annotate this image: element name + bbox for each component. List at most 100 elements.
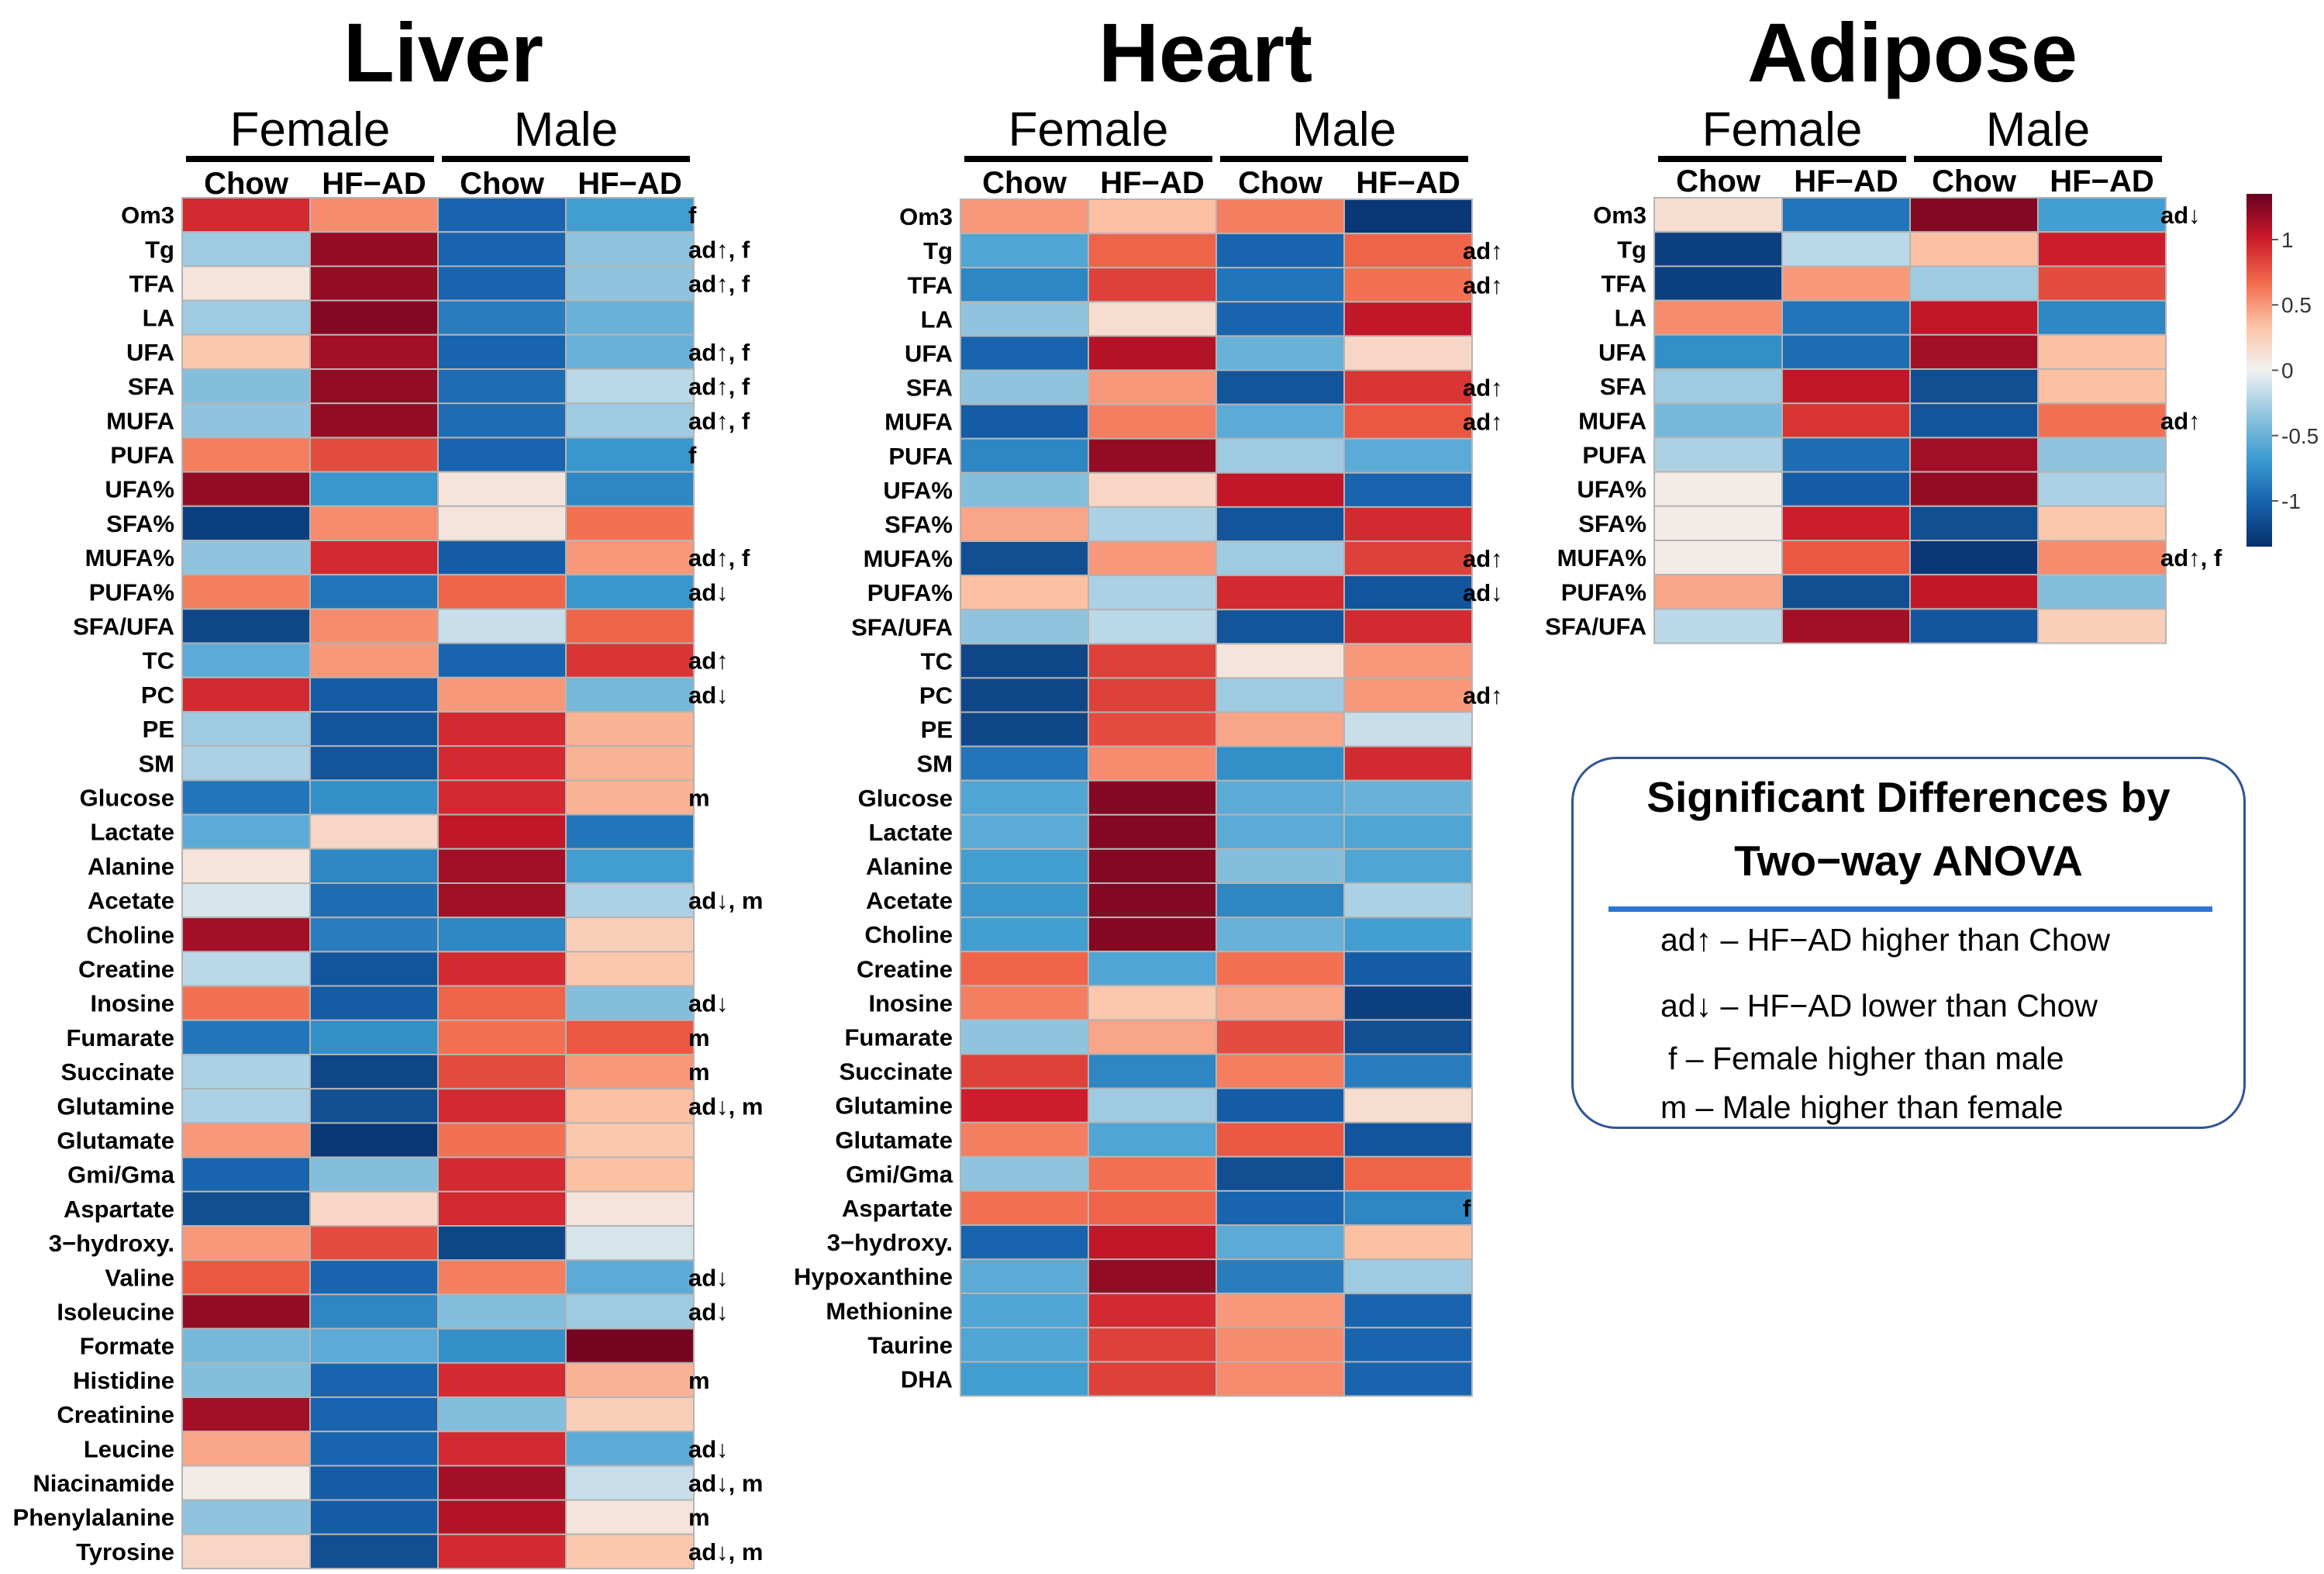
row-label: LA <box>921 305 953 333</box>
heatmap-cell <box>1781 368 1911 405</box>
heatmap-cell <box>960 1327 1089 1363</box>
heatmap-cell <box>1909 608 2039 644</box>
row-label: Formate <box>80 1333 174 1360</box>
row-label: Aspartate <box>64 1196 174 1223</box>
heatmap-cell <box>1088 437 1217 474</box>
group-underline <box>1658 156 1906 162</box>
heatmap-cell <box>565 1533 695 1570</box>
row-label: Creatine <box>78 956 174 983</box>
heatmap-cell <box>565 985 695 1021</box>
heatmap-cell <box>309 471 439 507</box>
heatmap-cell <box>309 608 439 644</box>
heatmap-cell <box>181 1465 311 1501</box>
heatmap-cell <box>437 1225 567 1262</box>
row-label: SFA/UFA <box>851 613 953 640</box>
heatmap-cell <box>181 608 311 644</box>
row-label: PUFA <box>110 442 174 469</box>
heatmap-cell <box>565 676 695 713</box>
heatmap-cell <box>181 1054 311 1090</box>
heatmap-cell <box>1088 951 1217 987</box>
heatmap-cell <box>960 471 1089 508</box>
heatmap-cell <box>1215 233 1345 269</box>
significance-mark: f <box>688 202 697 229</box>
heatmap-cell <box>1088 847 1217 885</box>
heatmap-cell <box>437 779 567 816</box>
heatmap-cell <box>181 231 311 268</box>
heatmap-cell <box>437 813 567 850</box>
row-label: TFA <box>907 271 953 299</box>
row-label: PUFA <box>888 443 953 470</box>
heatmap-cell <box>309 1156 439 1193</box>
heatmap-cell <box>565 745 695 782</box>
row-label: Om3 <box>121 202 174 229</box>
heatmap-cell <box>309 916 439 953</box>
heatmap-cell <box>2037 402 2167 439</box>
group-label: Female <box>1009 103 1169 157</box>
heatmap-cell <box>437 265 567 302</box>
row-label: Fumarate <box>66 1024 174 1051</box>
row-label: SM <box>139 750 175 777</box>
heatmap-cell <box>1343 198 1473 235</box>
column-label: Chow <box>982 166 1067 200</box>
heatmap-cell <box>437 608 567 644</box>
heatmap-cell <box>2037 471 2167 507</box>
heatmap-cell <box>2037 505 2167 541</box>
heatmap-cell <box>437 197 567 233</box>
row-label: UFA% <box>105 476 174 503</box>
heatmap-cell <box>1215 711 1345 747</box>
heatmap-cell <box>1343 779 1473 816</box>
row-label: Acetate <box>866 887 953 914</box>
row-label: SFA <box>906 375 953 402</box>
heatmap-cell <box>309 847 439 885</box>
heatmap-cell <box>437 1465 567 1501</box>
row-label: MUFA% <box>1557 544 1646 571</box>
heatmap-cell <box>1653 265 1783 302</box>
heatmap-cell <box>1088 301 1217 337</box>
heatmap-cell <box>1343 233 1473 269</box>
heatmap-cell <box>309 505 439 541</box>
heatmap-cell <box>1215 813 1345 850</box>
heatmap-cell <box>309 1396 439 1433</box>
heatmap-cell <box>181 1293 311 1330</box>
heatmap-cell <box>181 265 311 302</box>
heatmap-cell <box>565 368 695 405</box>
heatmap-cell <box>565 608 695 644</box>
heatmap-cell <box>1088 540 1217 577</box>
heatmap-cell <box>181 745 311 782</box>
heatmap-cell <box>960 643 1089 679</box>
heatmap-cell <box>1343 847 1473 885</box>
row-label: SFA/UFA <box>73 613 174 640</box>
heatmap-cell <box>1088 575 1217 611</box>
row-label: Glutamine <box>835 1092 953 1120</box>
heatmap-cell <box>1653 574 1783 610</box>
row-label: TC <box>143 647 174 675</box>
heatmap-cell <box>1343 882 1473 919</box>
heatmap-cell <box>309 1225 439 1262</box>
row-label: SFA/UFA <box>1545 613 1646 640</box>
heatmap-cell <box>1781 402 1911 439</box>
heatmap-cell <box>309 951 439 987</box>
row-label: Creatinine <box>57 1401 174 1428</box>
heatmap-cell <box>181 1019 311 1056</box>
heatmap-cell <box>1088 643 1217 679</box>
row-label: Choline <box>86 921 174 948</box>
heatmap-cell <box>181 437 311 473</box>
legend-item-ad-up: ad↑ – HF−AD higher than Chow <box>1660 922 2111 958</box>
heatmap-cell <box>1343 403 1473 440</box>
row-label: PUFA% <box>867 579 953 606</box>
heatmap-cell <box>309 299 439 336</box>
group-label: Female <box>1702 103 1863 157</box>
heatmap-cell <box>1343 1293 1473 1329</box>
row-label: Taurine <box>867 1331 953 1358</box>
heatmap-cell <box>960 233 1089 269</box>
heatmap-cell <box>1781 505 1911 541</box>
heatmap-cell <box>1215 506 1345 543</box>
heatmap-cell <box>2037 608 2167 644</box>
heatmap-cell <box>1215 301 1345 337</box>
heatmap-cell <box>960 1361 1089 1397</box>
heatmap-cell <box>1088 1327 1217 1363</box>
heatmap-cell <box>1215 882 1345 919</box>
heatmap-cell <box>565 1019 695 1056</box>
